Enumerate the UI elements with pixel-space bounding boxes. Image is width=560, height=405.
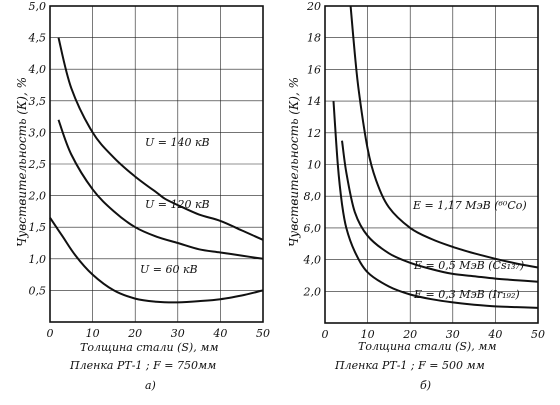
panel-b-x-ticks: 0 10 20 30 40 50	[322, 328, 546, 341]
y-tick-label: 18	[307, 32, 321, 45]
panel-b-series-label-cs137: E = 0,5 МэВ (Cs₁₃₇)	[413, 259, 524, 272]
panel-b-y-ticks: 2,0 4,0 6,0 8,0 10 12 14 16 18 20	[303, 0, 322, 298]
panel-b-series-label-ir192: E = 0,3 МэВ (Ir₁₉₂)	[413, 288, 520, 301]
series-line-1	[57, 37, 264, 241]
y-tick-label: 5,0	[29, 0, 47, 13]
panel-a-caption: а)	[145, 379, 156, 392]
panel-b-y-axis-label: Чувствительность (К), %	[287, 77, 301, 247]
x-tick-label: 20	[402, 328, 417, 341]
panel-b-x-axis-label: Толщина стали (S), мм	[358, 340, 496, 353]
y-tick-label: 6,0	[304, 222, 322, 235]
panel-a-y-ticks: 0,5 1,0 1,5 2,0 2,5 3,0 3,5 4,0 4,5 5,0	[28, 0, 47, 297]
panel-a-axes	[49, 5, 264, 323]
x-tick-label: 0	[47, 327, 54, 340]
panel-b: 0 10 20 30 40 50 2,0 4,0 6,0 8,0 10 12 14 16 18 20 E =…	[287, 0, 545, 392]
y-tick-label: 2,0	[28, 190, 47, 203]
y-tick-label: 10	[307, 159, 321, 172]
y-tick-label: 14	[307, 95, 321, 108]
y-tick-label: 3,5	[29, 95, 47, 108]
panel-b-note: Пленка РТ-1 ; F = 500 мм	[334, 359, 485, 372]
y-tick-label: 1,0	[29, 253, 47, 266]
series-line-3	[332, 101, 539, 309]
series-line-1	[349, 5, 539, 269]
panel-a-curves	[49, 37, 264, 304]
y-tick-label: 4,5	[28, 32, 47, 45]
x-tick-label: 30	[446, 328, 460, 341]
panel-a-series-label-120: U = 120 кВ	[145, 198, 210, 211]
y-tick-label: 3,0	[29, 126, 47, 139]
panel-a: 0 10 20 30 40 50 0,5 1,0 1,5 2,0 2,5 3,0 3,5 4,0 4,5 5…	[15, 0, 270, 392]
x-tick-label: 0	[322, 328, 329, 341]
y-tick-label: 2,0	[303, 285, 322, 298]
series-line-2	[57, 119, 264, 260]
y-tick-label: 8,0	[304, 190, 322, 203]
panel-a-x-axis-label: Толщина стали (S), мм	[80, 341, 218, 354]
x-tick-label: 10	[86, 327, 100, 340]
y-tick-label: 2,5	[28, 158, 47, 171]
panel-a-series-label-60: U = 60 кВ	[140, 263, 198, 276]
x-tick-label: 40	[487, 328, 502, 341]
panel-a-series-label-140: U = 140 кВ	[145, 136, 210, 149]
panel-b-axes	[324, 5, 539, 324]
y-tick-label: 16	[307, 63, 321, 76]
x-tick-label: 20	[127, 327, 142, 340]
x-tick-label: 50	[531, 328, 545, 341]
plot-frame	[324, 5, 539, 324]
x-tick-label: 30	[171, 327, 185, 340]
panel-b-series-label-co60: E = 1,17 МэВ (⁶⁰Co)	[412, 199, 527, 212]
y-tick-label: 20	[306, 0, 321, 13]
y-tick-label: 0,5	[29, 284, 47, 297]
panel-a-note: Пленка РТ-1 ; F = 750мм	[69, 359, 216, 372]
x-tick-label: 40	[212, 327, 227, 340]
panel-b-grid	[325, 6, 539, 323]
x-tick-label: 50	[256, 327, 270, 340]
panel-b-curves	[332, 5, 539, 309]
plot-frame	[49, 5, 264, 323]
panel-a-y-axis-label: Чувствительность (К), %	[15, 77, 29, 247]
series-line-3	[49, 217, 264, 304]
y-tick-label: 1,5	[29, 221, 47, 234]
panel-b-caption: б)	[420, 379, 431, 392]
series-line-2	[341, 140, 539, 283]
panel-a-x-ticks: 0 10 20 30 40 50	[47, 327, 271, 340]
y-tick-label: 4,0	[303, 254, 322, 267]
y-tick-label: 4,0	[28, 63, 47, 76]
x-tick-label: 10	[361, 328, 375, 341]
y-tick-label: 12	[307, 127, 321, 140]
